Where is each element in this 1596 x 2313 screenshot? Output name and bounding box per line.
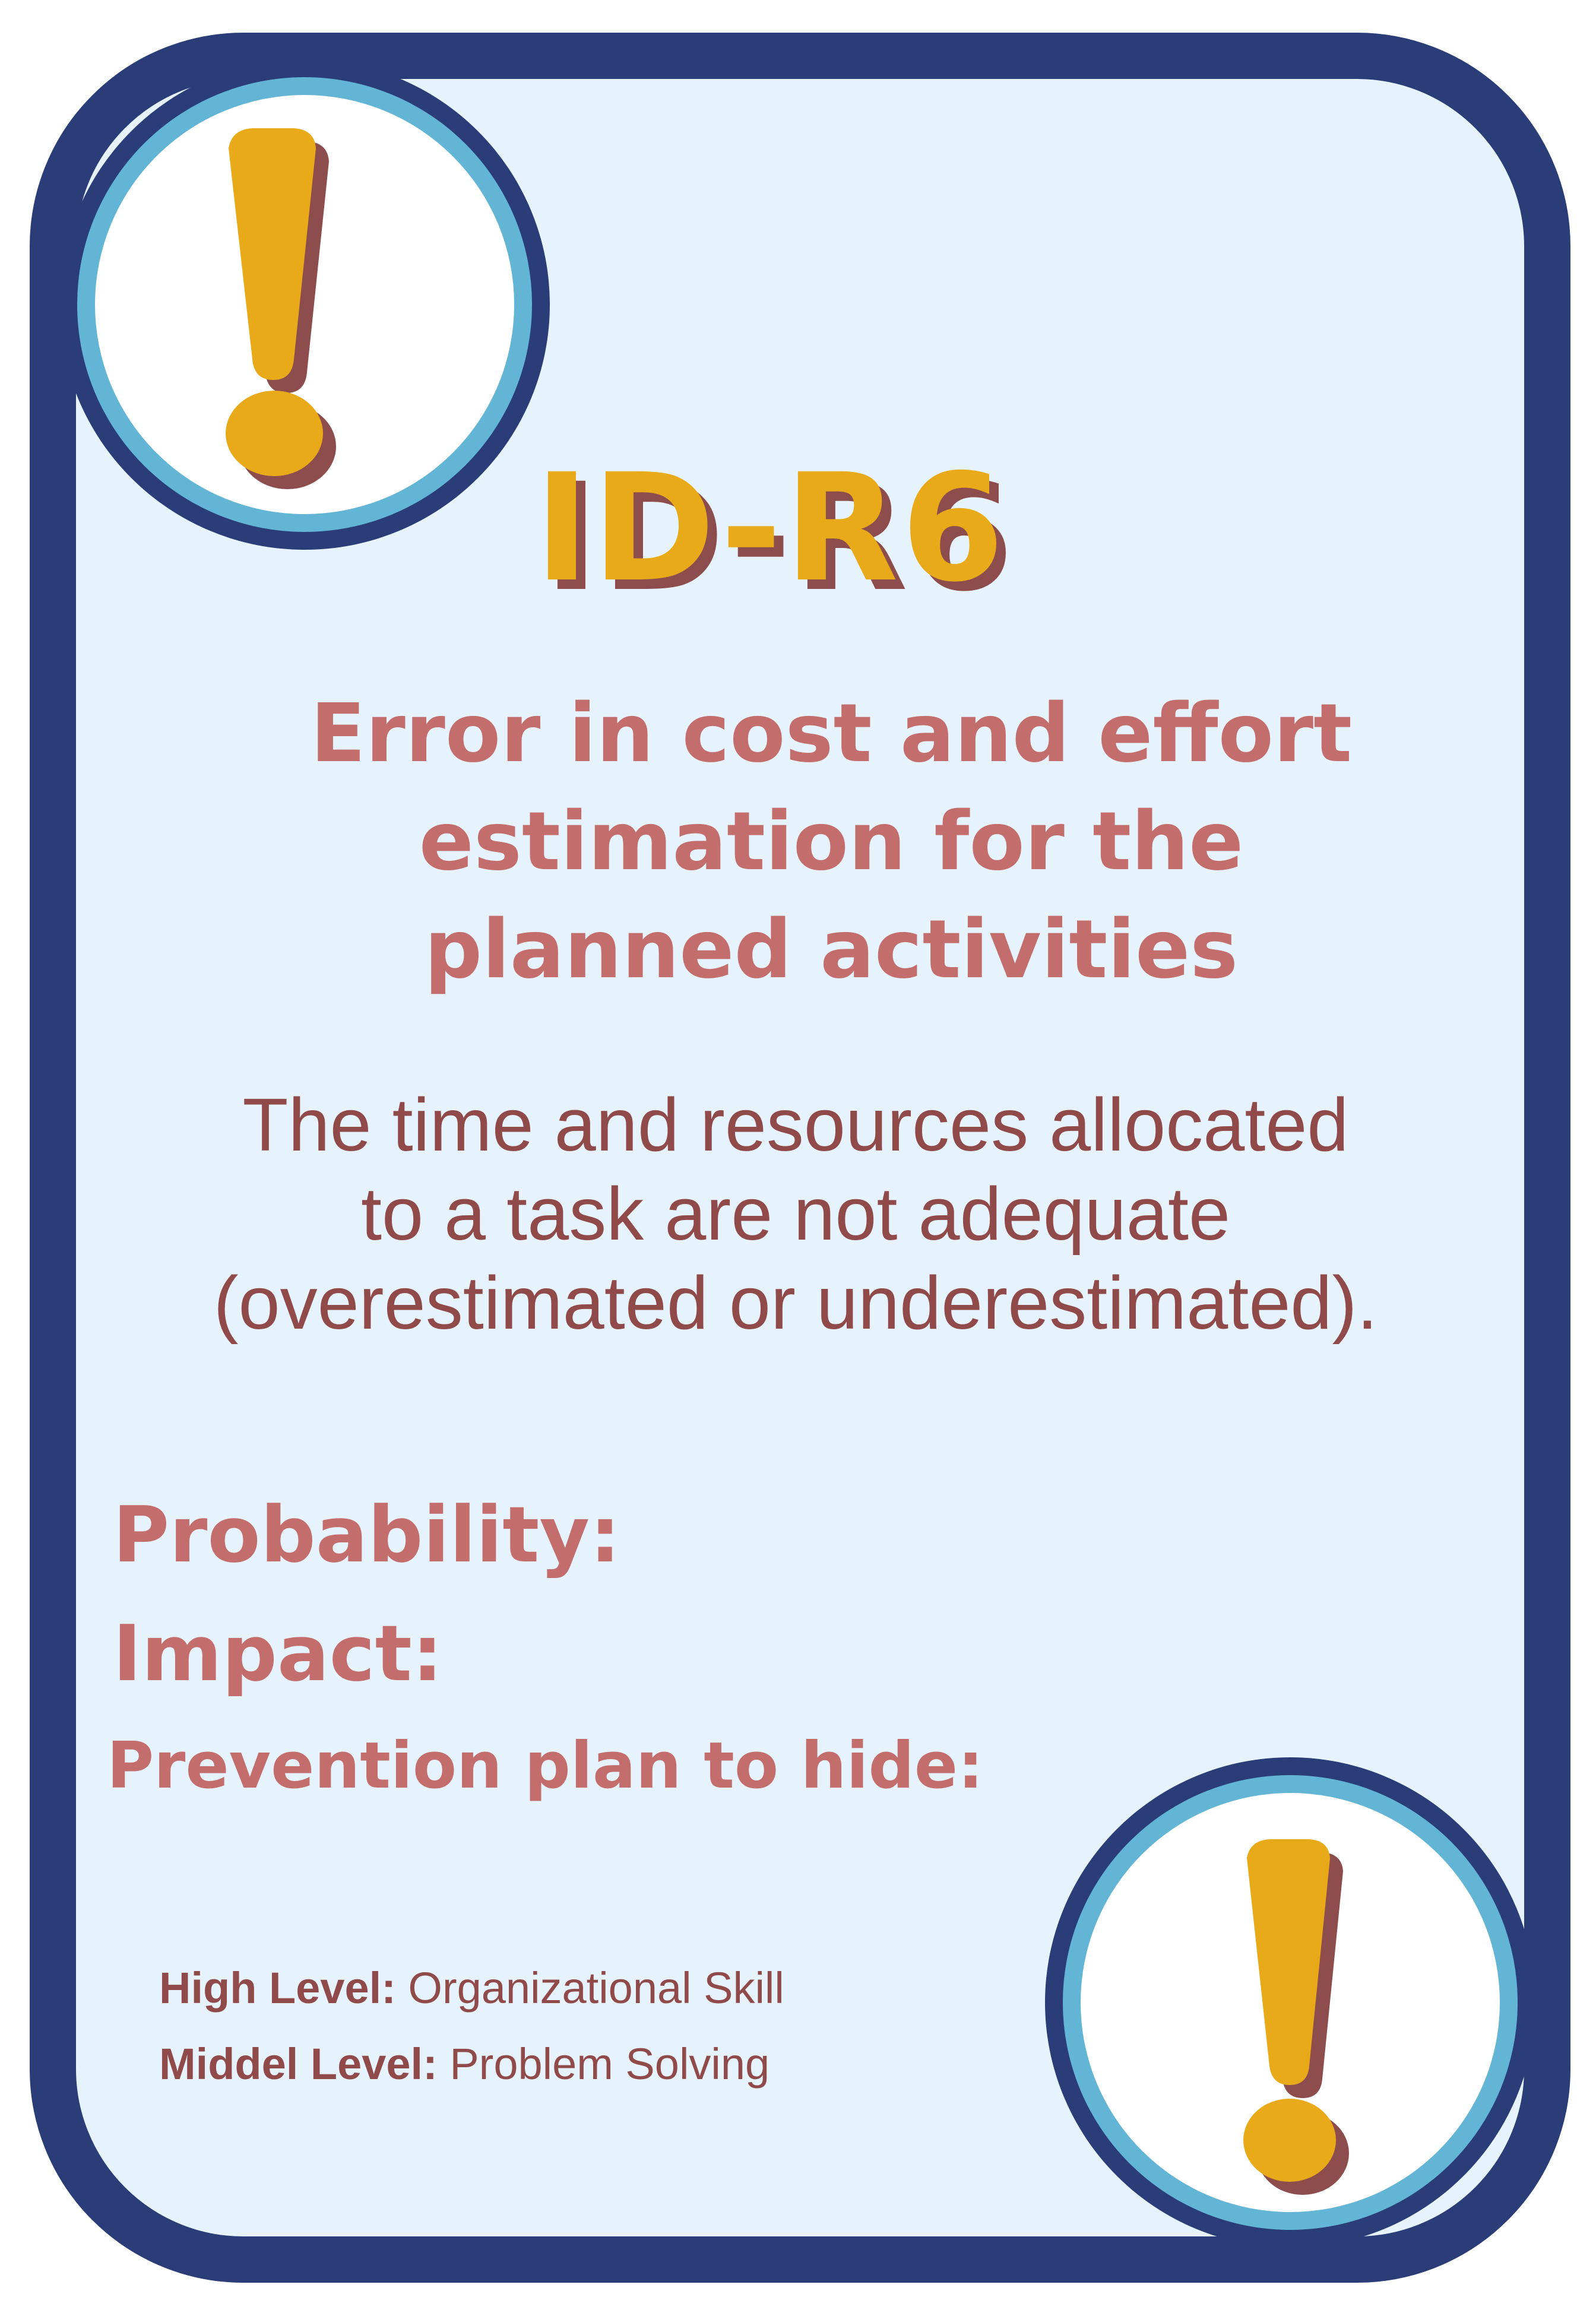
- impact-label: Impact:: [113, 1608, 443, 1699]
- exclamation-icon: [1243, 1839, 1349, 2195]
- risk-title-line: Error in cost and effort: [310, 687, 1353, 781]
- risk-description: The time and resources allocated to a ta…: [142, 1081, 1449, 1348]
- exclamation-icon: [226, 128, 336, 489]
- bottom-alert-badge: [1045, 1757, 1535, 2248]
- skill-levels: High Level: Organizational Skill Middel …: [159, 1950, 784, 2102]
- risk-code: ID-R6: [534, 442, 1007, 614]
- middle-level-label: Middel Level:: [159, 2039, 438, 2089]
- probability-label: Probability:: [113, 1490, 621, 1580]
- high-level-value: Organizational Skill: [395, 1963, 784, 2013]
- description-line: to a task are not adequate: [360, 1172, 1231, 1256]
- description-line: The time and resources allocated: [242, 1083, 1349, 1167]
- prevention-plan-label: Prevention plan to hide:: [107, 1729, 984, 1803]
- middle-level-row: Middel Level: Problem Solving: [159, 2026, 784, 2102]
- risk-title-line: planned activities: [424, 903, 1239, 997]
- description-line: (overestimated or underestimated).: [213, 1261, 1378, 1345]
- risk-title: Error in cost and effort estimation for …: [226, 680, 1437, 1004]
- high-level-row: High Level: Organizational Skill: [159, 1950, 784, 2026]
- risk-title-line: estimation for the: [419, 795, 1244, 889]
- high-level-label: High Level:: [159, 1963, 396, 2013]
- middle-level-value: Problem Solving: [437, 2039, 770, 2089]
- top-alert-badge: [59, 59, 550, 550]
